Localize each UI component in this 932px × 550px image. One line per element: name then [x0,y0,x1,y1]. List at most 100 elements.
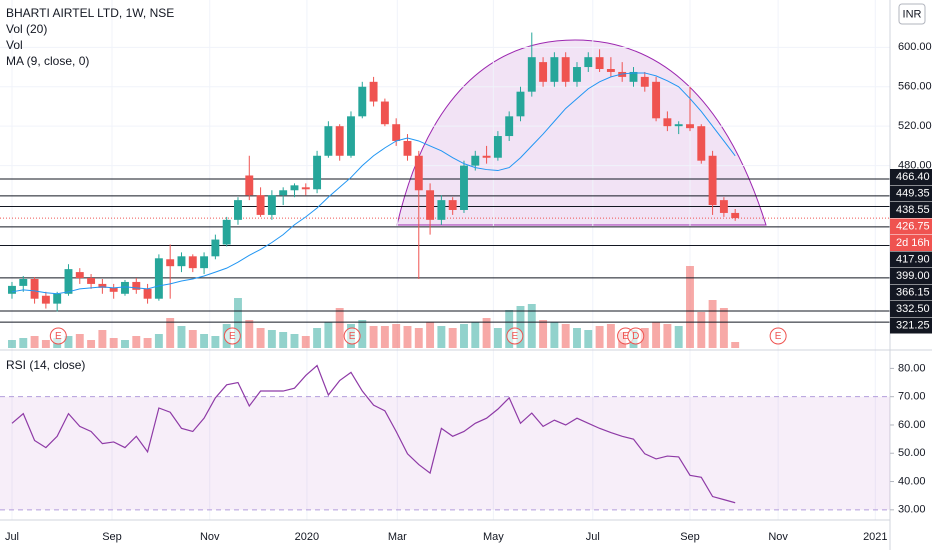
candle-body [539,62,548,82]
candle-body [719,200,728,213]
event-label: E [775,331,782,342]
volume-bar [606,324,615,348]
volume-bar [256,328,265,348]
candle-body [358,86,367,117]
volume-bar [731,342,740,348]
event-label: E [349,331,356,342]
level-label: 332.50 [896,303,930,315]
rsi-tick-label: 60.00 [898,419,926,431]
level-label-bg [890,169,932,185]
event-label: E [229,331,236,342]
candle-body [606,69,615,72]
volume-bar [75,334,84,348]
candle-body [19,278,28,286]
x-tick-label: 2021 [863,531,887,543]
candle-body [166,259,175,267]
level-label: 417.90 [896,253,930,265]
candle-body [347,116,355,156]
candle-body [211,239,220,257]
rsi-tick-label: 80.00 [898,362,926,374]
candle-body [256,195,265,215]
candle-body [98,283,107,288]
volume-bar [188,330,197,348]
volume-bar [595,326,604,348]
volume-bar [505,310,514,348]
volume-bar [279,332,288,348]
y-tick-label: 520.00 [898,120,932,132]
volume-bar [708,300,717,348]
event-label: E [55,331,62,342]
currency-label[interactable]: INR [903,8,922,20]
candle-body [41,295,50,304]
candle-body [460,165,468,210]
volume-bar [550,322,559,348]
candle-body [87,278,96,284]
volume-bar [674,326,683,348]
volume-bar [234,298,242,348]
rsi-tick-label: 50.00 [898,447,926,459]
volume-bar [211,336,220,348]
volume-bar [561,324,570,348]
event-label: E [511,331,518,342]
rsi-band [0,396,890,510]
candle-body [8,285,16,294]
event-marker [506,327,524,345]
volume-bar [98,330,107,348]
volume-bar [369,326,378,348]
volume-bar [686,266,694,348]
level-label-bg [890,185,932,202]
candle-body [64,269,73,294]
event-marker [343,327,361,345]
candle-body [426,190,435,220]
candle-body [482,155,491,158]
volume-bar [245,320,254,348]
candle-body [380,101,389,125]
volume-bar [719,308,728,348]
x-tick-label: Jul [5,531,19,543]
candle-body [234,200,242,220]
volume-bar [652,322,661,348]
level-label: 399.00 [896,270,930,282]
volume-bar [482,318,491,348]
chart-title: BHARTI AIRTEL LTD, 1W, NSE [6,6,174,20]
volume-bar [8,340,16,348]
x-tick-label: Mar [388,531,407,543]
candle-body [550,57,559,82]
volume-bar [493,328,502,348]
candle-body [143,288,152,299]
event-marker [223,327,241,345]
candle-body [527,57,536,92]
volume-bar [143,338,152,348]
candle-body [222,219,231,245]
volume-bar [335,308,344,348]
candle-body [30,278,39,299]
level-label-bg [890,218,932,235]
candle-body [245,175,254,196]
candle-body [177,256,186,267]
candle-body [121,281,129,294]
candle-body [640,76,649,87]
volume-bar [30,336,39,348]
volume-bar [516,306,525,348]
candle-body [561,57,570,82]
volume-bar [132,336,141,348]
candle-body [369,81,378,102]
volume-bar [471,322,480,348]
candle-body [75,272,84,279]
x-tick-label: 2020 [295,531,319,543]
rsi-tick-label: 30.00 [898,504,926,516]
level-label-bg [890,317,932,334]
candle-body [584,57,593,68]
candle-body [313,155,322,190]
level-label: 426.75 [896,220,930,232]
candle-body [324,126,333,156]
volume-bar [64,336,73,348]
x-tick-label: Jul [586,531,600,543]
volume-bar [301,336,310,348]
candle-body [109,287,118,292]
candle-body [335,126,344,156]
currency-button[interactable] [898,3,926,25]
y-tick-label: 480.00 [898,160,932,172]
